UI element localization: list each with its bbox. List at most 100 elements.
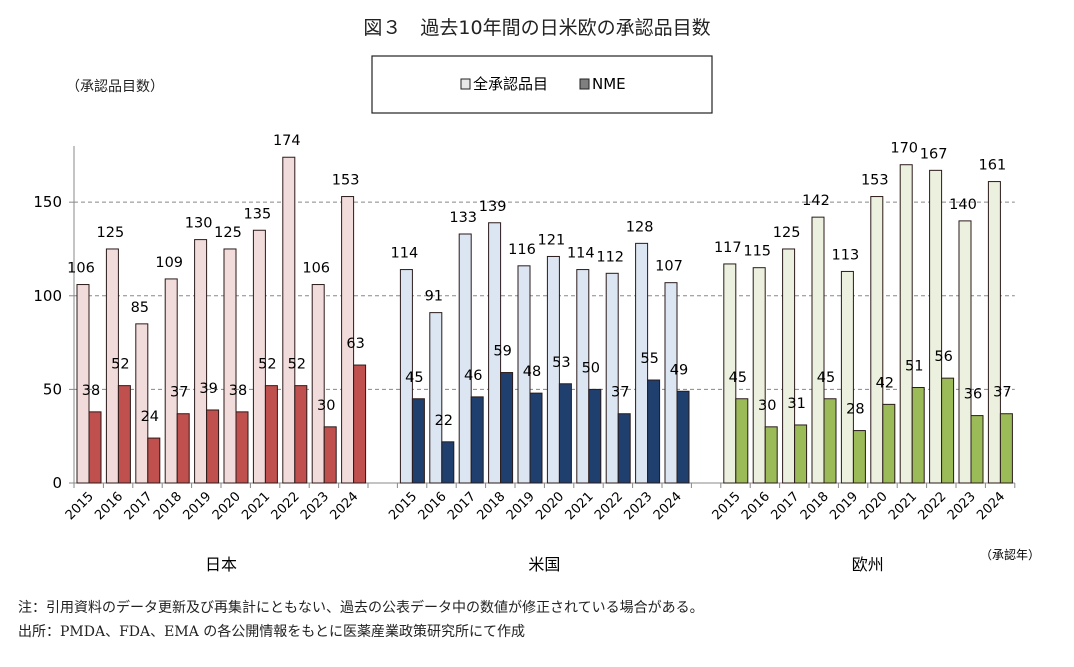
- data-label-nme: 38: [82, 383, 100, 399]
- x-tick-label: 2022: [592, 489, 626, 523]
- bar-total: [870, 196, 884, 484]
- bar-nme: [941, 377, 955, 484]
- data-label-nme: 24: [141, 409, 159, 425]
- bar-nme: [500, 372, 514, 484]
- data-label-total: 114: [391, 246, 419, 262]
- x-tick-label: 2023: [945, 489, 979, 523]
- bar-nme: [647, 379, 661, 484]
- bar-total: [987, 181, 1001, 484]
- bar-total: [576, 269, 590, 484]
- x-tick-label: 2019: [827, 489, 861, 523]
- data-label-nme: 37: [170, 385, 188, 401]
- bar-nme: [176, 413, 190, 484]
- bar-total: [282, 156, 296, 484]
- data-label-nme: 31: [787, 396, 805, 412]
- group-label: 日本: [205, 555, 237, 574]
- bar-nme: [794, 424, 808, 484]
- data-label-total: 121: [538, 232, 566, 248]
- data-label-total: 153: [332, 173, 360, 189]
- data-label-total: 106: [302, 261, 330, 277]
- bar-total: [105, 248, 119, 484]
- data-label-nme: 37: [993, 385, 1011, 401]
- legend-label-nme: NME: [592, 75, 626, 93]
- bar-total: [723, 263, 737, 484]
- x-tick-label: 2015: [386, 489, 420, 523]
- x-tick-label: 2018: [798, 489, 832, 523]
- data-label-total: 115: [743, 244, 771, 260]
- data-label-nme: 45: [729, 370, 747, 386]
- data-label-total: 125: [214, 225, 242, 241]
- x-tick-label: 2021: [886, 489, 920, 523]
- bar-total: [76, 284, 90, 484]
- x-tick-label: 2015: [710, 489, 744, 523]
- x-tick-label: 2017: [768, 489, 802, 523]
- bar-nme: [353, 364, 367, 484]
- data-label-nme: 48: [523, 364, 541, 380]
- data-label-total: 107: [655, 259, 683, 275]
- data-label-nme: 52: [111, 357, 129, 373]
- bar-nme: [264, 385, 278, 484]
- bar-total: [429, 312, 443, 484]
- bar-total: [517, 265, 531, 484]
- x-tick-label: 2023: [298, 489, 332, 523]
- data-label-nme: 55: [640, 351, 658, 367]
- bar-nme: [882, 403, 896, 484]
- bar-nme: [970, 415, 984, 484]
- x-tick-label: 2015: [63, 489, 97, 523]
- x-tick-label: 2021: [563, 489, 597, 523]
- data-label-total: 161: [979, 158, 1007, 174]
- y-axis-label: （承認品目数）: [66, 79, 164, 95]
- bar-total: [929, 169, 943, 484]
- data-label-nme: 37: [611, 385, 629, 401]
- chart-title: 図３ 過去10年間の日米欧の承認品目数: [363, 17, 710, 39]
- data-label-nme: 56: [934, 349, 952, 365]
- data-label-nme: 42: [876, 375, 894, 391]
- data-label-total: 153: [861, 173, 889, 189]
- bar-total: [488, 222, 502, 484]
- bar-total: [194, 239, 208, 484]
- x-tick-label: 2022: [269, 489, 303, 523]
- legend: 全承認品目 NME: [371, 55, 713, 114]
- bar-total: [252, 229, 266, 484]
- data-label-nme: 51: [905, 359, 923, 375]
- bar-nme: [206, 409, 220, 484]
- data-label-nme: 45: [405, 370, 423, 386]
- bar-total: [311, 284, 325, 484]
- data-label-total: 174: [273, 133, 301, 149]
- data-label-total: 140: [949, 197, 977, 213]
- data-label-total: 114: [567, 246, 595, 262]
- bar-total: [752, 267, 766, 484]
- bar-nme: [764, 426, 778, 484]
- x-tick-label: 2020: [210, 489, 244, 523]
- footnote-source: 出所：PMDA、FDA、EMA の各公開情報をもとに医薬産業政策研究所にて作成: [18, 624, 525, 640]
- x-tick-label: 2024: [651, 489, 685, 523]
- footnote-note: 注：引用資料のデータ更新及び再集計にともない、過去の公表データ中の数値が修正され…: [18, 600, 704, 616]
- data-label-total: 125: [97, 225, 125, 241]
- bar-nme: [823, 398, 837, 484]
- data-label-nme: 52: [288, 357, 306, 373]
- legend-box: [371, 55, 713, 114]
- data-label-nme: 28: [846, 402, 864, 418]
- bar-nme: [147, 437, 161, 484]
- x-tick-label: 2016: [416, 489, 450, 523]
- data-label-nme: 39: [199, 381, 217, 397]
- group-label: 米国: [528, 555, 560, 574]
- data-label-total: 106: [67, 261, 95, 277]
- bar-total: [635, 242, 649, 484]
- data-label-nme: 53: [552, 355, 570, 371]
- bar-nme: [558, 383, 572, 484]
- bar-nme: [294, 385, 308, 484]
- x-tick-label: 2017: [445, 489, 479, 523]
- data-label-total: 116: [508, 242, 536, 258]
- data-label-total: 167: [920, 146, 948, 162]
- data-label-nme: 30: [758, 398, 776, 414]
- bar-nme: [852, 430, 866, 484]
- bar-total: [223, 248, 237, 484]
- bar-total: [341, 196, 355, 484]
- x-tick-label: 2019: [180, 489, 214, 523]
- data-label-nme: 45: [817, 370, 835, 386]
- bar-total: [840, 270, 854, 484]
- bar-nme: [411, 398, 425, 484]
- x-tick-label: 2018: [151, 489, 185, 523]
